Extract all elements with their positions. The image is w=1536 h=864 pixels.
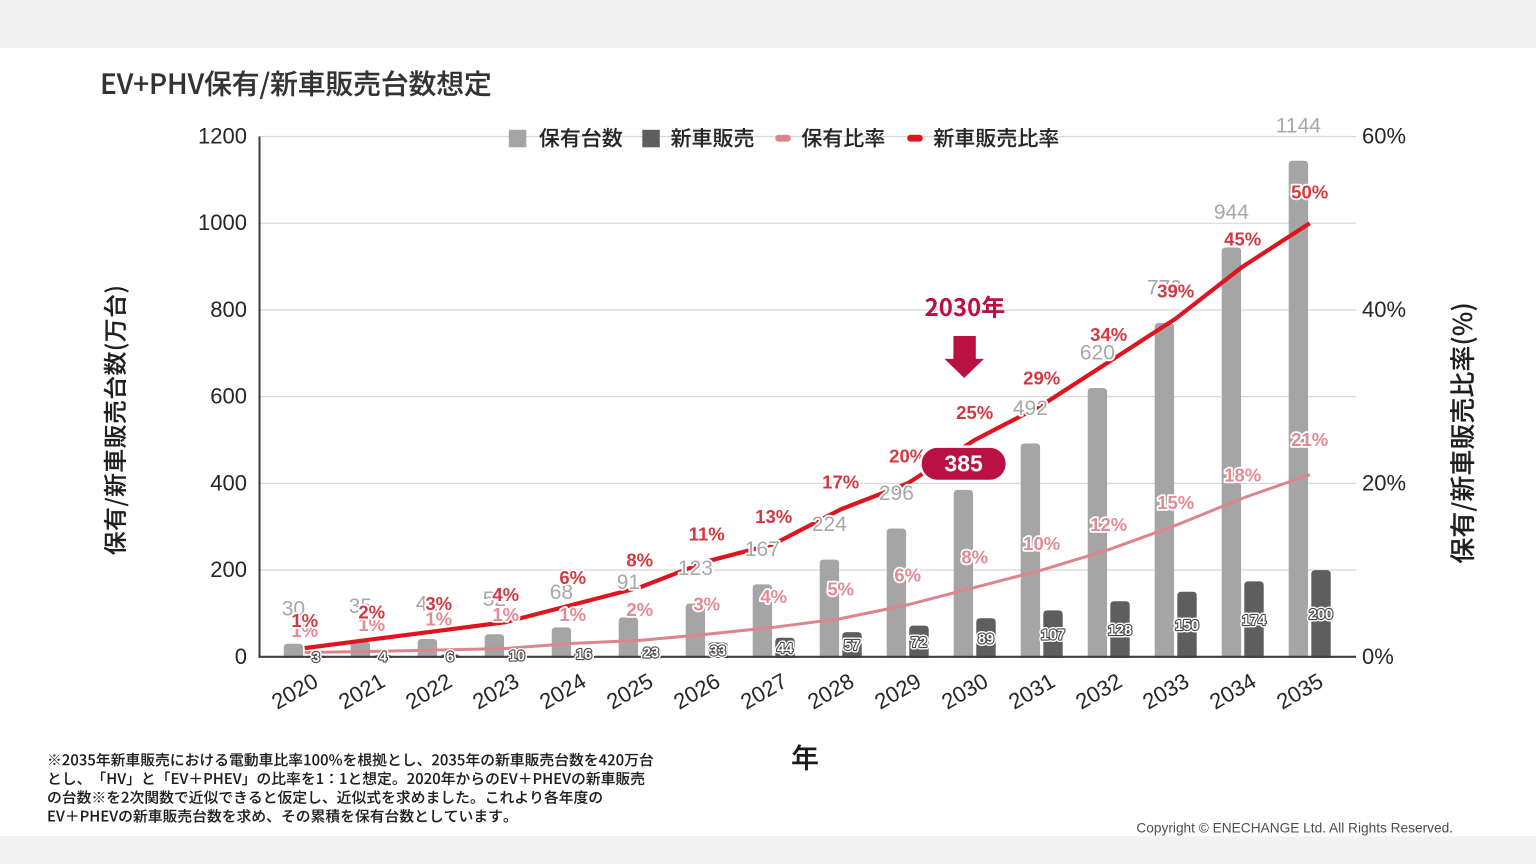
- svg-text:16: 16: [576, 647, 592, 663]
- svg-text:107: 107: [1041, 627, 1065, 643]
- svg-text:174: 174: [1242, 613, 1266, 629]
- svg-text:1200: 1200: [198, 124, 247, 149]
- svg-text:6: 6: [446, 649, 454, 665]
- svg-text:1%: 1%: [559, 604, 586, 625]
- svg-text:6%: 6%: [559, 567, 586, 588]
- svg-text:30: 30: [282, 597, 305, 620]
- svg-text:0%: 0%: [1362, 644, 1394, 669]
- svg-text:89: 89: [978, 631, 994, 647]
- svg-text:0: 0: [235, 644, 247, 669]
- svg-text:10: 10: [509, 648, 525, 664]
- svg-text:11%: 11%: [689, 523, 725, 544]
- svg-text:52: 52: [483, 588, 506, 611]
- svg-text:35: 35: [349, 595, 372, 618]
- svg-text:Copyright © ENECHANGE Ltd. Al: Copyright © ENECHANGE Ltd. All Rights Re…: [1136, 821, 1453, 836]
- svg-text:128: 128: [1108, 623, 1132, 639]
- svg-text:50%: 50%: [1291, 182, 1328, 203]
- svg-text:29%: 29%: [1023, 367, 1060, 388]
- svg-text:15%: 15%: [1157, 492, 1194, 513]
- svg-text:944: 944: [1214, 201, 1249, 224]
- svg-text:200: 200: [210, 557, 247, 582]
- svg-text:3%: 3%: [693, 594, 720, 615]
- svg-text:13%: 13%: [755, 506, 792, 527]
- svg-text:57: 57: [844, 638, 860, 654]
- svg-text:45%: 45%: [1224, 229, 1261, 250]
- svg-text:770: 770: [1147, 276, 1182, 299]
- svg-text:44: 44: [777, 641, 793, 657]
- svg-text:4: 4: [379, 650, 387, 666]
- svg-text:1%: 1%: [291, 620, 318, 641]
- svg-text:1%: 1%: [358, 614, 385, 635]
- svg-text:4%: 4%: [492, 584, 519, 605]
- svg-text:6%: 6%: [894, 565, 921, 586]
- svg-text:21%: 21%: [1291, 429, 1328, 450]
- svg-text:25%: 25%: [956, 402, 993, 423]
- svg-text:150: 150: [1175, 618, 1199, 634]
- svg-text:1%: 1%: [425, 609, 452, 630]
- svg-text:33: 33: [710, 643, 726, 659]
- svg-text:72: 72: [911, 635, 927, 651]
- svg-text:123: 123: [678, 557, 713, 580]
- svg-text:1%: 1%: [492, 604, 519, 625]
- svg-text:800: 800: [210, 297, 247, 322]
- svg-text:3: 3: [312, 650, 320, 666]
- svg-text:200: 200: [1309, 607, 1333, 623]
- svg-text:8%: 8%: [961, 547, 988, 568]
- svg-text:4%: 4%: [760, 586, 787, 607]
- svg-text:107: 107: [1041, 627, 1065, 643]
- svg-text:41: 41: [416, 593, 439, 616]
- svg-text:200: 200: [1309, 607, 1333, 623]
- svg-text:174: 174: [1242, 613, 1266, 629]
- svg-text:1%: 1%: [291, 610, 318, 631]
- svg-text:150: 150: [1175, 618, 1199, 634]
- svg-text:34%: 34%: [1090, 324, 1127, 345]
- svg-text:296: 296: [879, 482, 914, 505]
- svg-text:400: 400: [210, 470, 247, 495]
- svg-text:44: 44: [777, 641, 793, 657]
- svg-text:89: 89: [978, 631, 994, 647]
- svg-text:2%: 2%: [626, 599, 653, 620]
- svg-text:17%: 17%: [822, 471, 859, 492]
- svg-text:600: 600: [210, 384, 247, 409]
- svg-text:20%: 20%: [1362, 470, 1406, 495]
- svg-text:385: 385: [944, 451, 983, 477]
- svg-text:224: 224: [812, 513, 847, 536]
- svg-text:10: 10: [509, 648, 525, 664]
- svg-text:6: 6: [446, 649, 454, 665]
- svg-text:10%: 10%: [1023, 533, 1060, 554]
- svg-text:57: 57: [844, 638, 860, 654]
- svg-text:39%: 39%: [1157, 281, 1194, 302]
- svg-text:60%: 60%: [1362, 124, 1406, 149]
- svg-text:3%: 3%: [425, 593, 452, 614]
- svg-text:4: 4: [379, 650, 387, 666]
- svg-text:16: 16: [576, 647, 592, 663]
- svg-text:12%: 12%: [1090, 514, 1127, 535]
- svg-text:8%: 8%: [626, 549, 653, 570]
- svg-text:72: 72: [911, 635, 927, 651]
- svg-text:18%: 18%: [1224, 465, 1261, 486]
- svg-text:23: 23: [643, 646, 659, 662]
- svg-text:1144: 1144: [1276, 114, 1321, 137]
- svg-text:3: 3: [312, 650, 320, 666]
- svg-text:68: 68: [550, 581, 573, 604]
- svg-text:23: 23: [643, 646, 659, 662]
- svg-text:33: 33: [710, 643, 726, 659]
- svg-text:91: 91: [617, 571, 640, 594]
- svg-text:620: 620: [1080, 341, 1115, 364]
- svg-text:492: 492: [1013, 397, 1048, 420]
- svg-text:40%: 40%: [1362, 297, 1406, 322]
- svg-text:2%: 2%: [358, 601, 385, 622]
- svg-text:5%: 5%: [827, 579, 854, 600]
- svg-text:167: 167: [745, 538, 780, 561]
- svg-text:1000: 1000: [198, 210, 247, 235]
- svg-text:128: 128: [1108, 623, 1132, 639]
